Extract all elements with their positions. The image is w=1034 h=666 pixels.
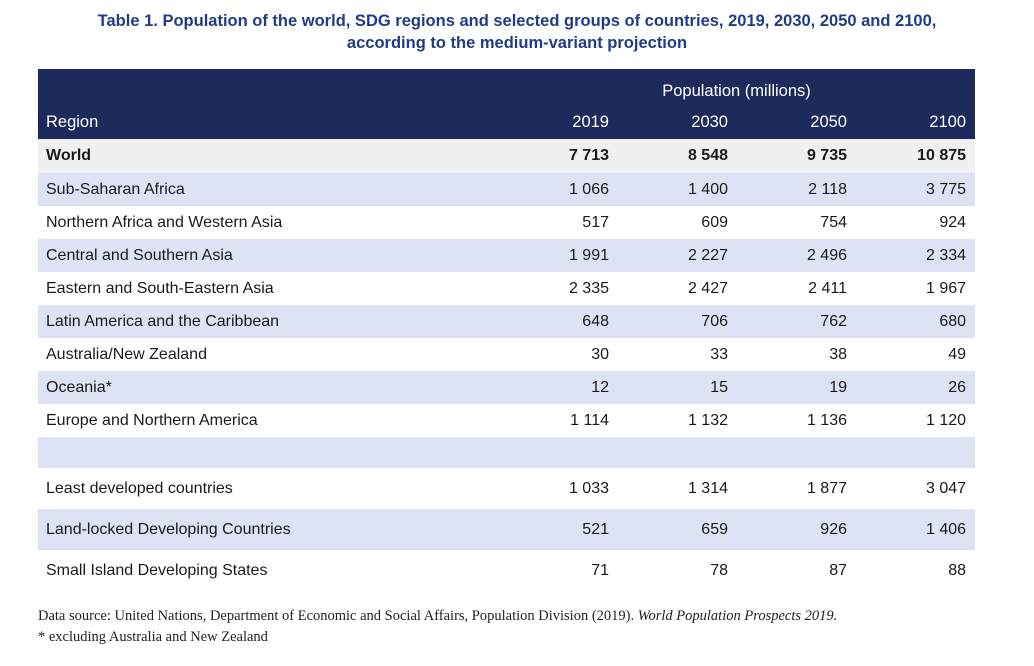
footnote: Data source: United Nations, Department … xyxy=(38,606,837,648)
year-column-header: 2100 xyxy=(855,105,976,139)
value-cell: 71 xyxy=(591,561,609,579)
value-cell: 680 xyxy=(855,305,976,338)
year-column-header: 2030 xyxy=(617,105,736,139)
data-source-text: Data source: United Nations, Department … xyxy=(38,608,638,624)
value-cell: 12 xyxy=(498,371,617,404)
table-row: Small Island Developing States 71 78 87 … xyxy=(38,550,975,591)
table-row: Least developed countries 1 033 1 314 1 … xyxy=(38,468,975,509)
table-title-line-1: Table 1. Population of the world, SDG re… xyxy=(97,12,937,30)
table-row: Central and Southern Asia 1 991 2 227 2 … xyxy=(38,239,976,272)
table-row: Land-locked Developing Countries 521 659… xyxy=(38,509,976,550)
value-cell: 49 xyxy=(948,345,967,363)
region-column-header: Region xyxy=(38,105,498,139)
value-cell: 33 xyxy=(710,345,728,363)
value-cell: 10 875 xyxy=(855,139,976,173)
value-cell: 88 xyxy=(948,561,967,579)
value-cell: 1 314 xyxy=(687,479,728,497)
value-cell: 38 xyxy=(829,345,847,363)
value-cell: 9 735 xyxy=(736,139,855,173)
value-cell: 2 496 xyxy=(736,239,855,272)
population-table: Population (millions) Region 2019 2030 2… xyxy=(38,69,976,591)
oceania-note: * excluding Australia and New Zealand xyxy=(38,629,268,645)
table-title-line-2: according to the medium-variant projecti… xyxy=(346,34,688,52)
value-cell: 1 967 xyxy=(925,279,967,297)
value-cell: 26 xyxy=(855,371,976,404)
table-row: Oceania* 12 15 19 26 xyxy=(38,371,976,404)
value-cell: 1 136 xyxy=(806,411,847,429)
data-source-title: World Population Prospects 2019. xyxy=(637,608,838,624)
value-cell: 2 227 xyxy=(617,239,736,272)
region-cell: Oceania* xyxy=(38,371,498,404)
value-cell: 1 132 xyxy=(687,411,728,429)
region-cell: Europe and Northern America xyxy=(46,411,258,429)
table-row: Northern Africa and Western Asia 517 609… xyxy=(38,206,975,239)
region-cell: Least developed countries xyxy=(46,479,233,497)
value-cell: 762 xyxy=(736,305,855,338)
value-cell: 754 xyxy=(820,213,847,231)
year-column-header: 2050 xyxy=(736,105,855,139)
table-row: Latin America and the Caribbean 648 706 … xyxy=(38,305,976,338)
value-cell: 2 335 xyxy=(568,279,609,297)
value-cell: 2 118 xyxy=(736,173,855,206)
table-row-world: World 7 713 8 548 9 735 10 875 xyxy=(38,139,976,173)
table-title: Table 1. Population of the world, SDG re… xyxy=(0,10,1034,54)
value-cell: 706 xyxy=(617,305,736,338)
value-cell: 87 xyxy=(829,561,847,579)
region-cell: Central and Southern Asia xyxy=(38,239,498,272)
table-row: Australia/New Zealand 30 33 38 49 xyxy=(38,338,975,371)
value-cell: 3 775 xyxy=(855,173,976,206)
table-spacer-row xyxy=(38,437,976,468)
value-cell: 1 406 xyxy=(855,509,976,550)
table-row: Eastern and South-Eastern Asia 2 335 2 4… xyxy=(38,272,975,305)
value-cell: 2 334 xyxy=(855,239,976,272)
value-cell: 521 xyxy=(498,509,617,550)
value-cell: 648 xyxy=(498,305,617,338)
value-cell: 78 xyxy=(710,561,728,579)
header-empty-cell xyxy=(38,69,498,105)
table-row: Europe and Northern America 1 114 1 132 … xyxy=(38,404,975,437)
region-cell: Land-locked Developing Countries xyxy=(38,509,498,550)
value-cell: 8 548 xyxy=(617,139,736,173)
value-cell: 3 047 xyxy=(925,479,967,497)
value-cell: 517 xyxy=(582,213,609,231)
population-table-container: Population (millions) Region 2019 2030 2… xyxy=(38,69,976,591)
region-cell: World xyxy=(38,139,498,173)
value-cell: 1 114 xyxy=(570,411,609,429)
table-body: World 7 713 8 548 9 735 10 875 Sub-Sahar… xyxy=(38,139,976,591)
value-cell: 2 411 xyxy=(808,279,847,297)
value-cell: 609 xyxy=(701,213,728,231)
value-cell: 19 xyxy=(736,371,855,404)
value-cell: 1 120 xyxy=(925,411,967,429)
value-cell: 1 991 xyxy=(498,239,617,272)
region-cell: Latin America and the Caribbean xyxy=(38,305,498,338)
region-cell: Northern Africa and Western Asia xyxy=(46,213,283,231)
value-cell: 924 xyxy=(939,213,967,231)
table-header: Population (millions) Region 2019 2030 2… xyxy=(38,69,976,139)
region-cell: Eastern and South-Eastern Asia xyxy=(46,279,274,297)
year-column-header: 2019 xyxy=(498,105,617,139)
value-cell: 1 400 xyxy=(617,173,736,206)
value-cell: 926 xyxy=(736,509,855,550)
spacer-cell xyxy=(38,437,976,468)
data-source-note: Data source: United Nations, Department … xyxy=(38,606,837,627)
value-cell: 1 066 xyxy=(498,173,617,206)
value-cell: 659 xyxy=(617,509,736,550)
region-cell: Australia/New Zealand xyxy=(46,345,207,363)
value-cell: 2 427 xyxy=(687,279,728,297)
region-cell: Small Island Developing States xyxy=(46,561,268,579)
region-cell: Sub-Saharan Africa xyxy=(38,173,498,206)
value-cell: 15 xyxy=(617,371,736,404)
value-cell: 1 033 xyxy=(568,479,609,497)
value-cell: 1 877 xyxy=(806,479,847,497)
population-group-header: Population (millions) xyxy=(498,69,976,105)
table-row: Sub-Saharan Africa 1 066 1 400 2 118 3 7… xyxy=(38,173,976,206)
value-cell: 30 xyxy=(591,345,609,363)
value-cell: 7 713 xyxy=(498,139,617,173)
